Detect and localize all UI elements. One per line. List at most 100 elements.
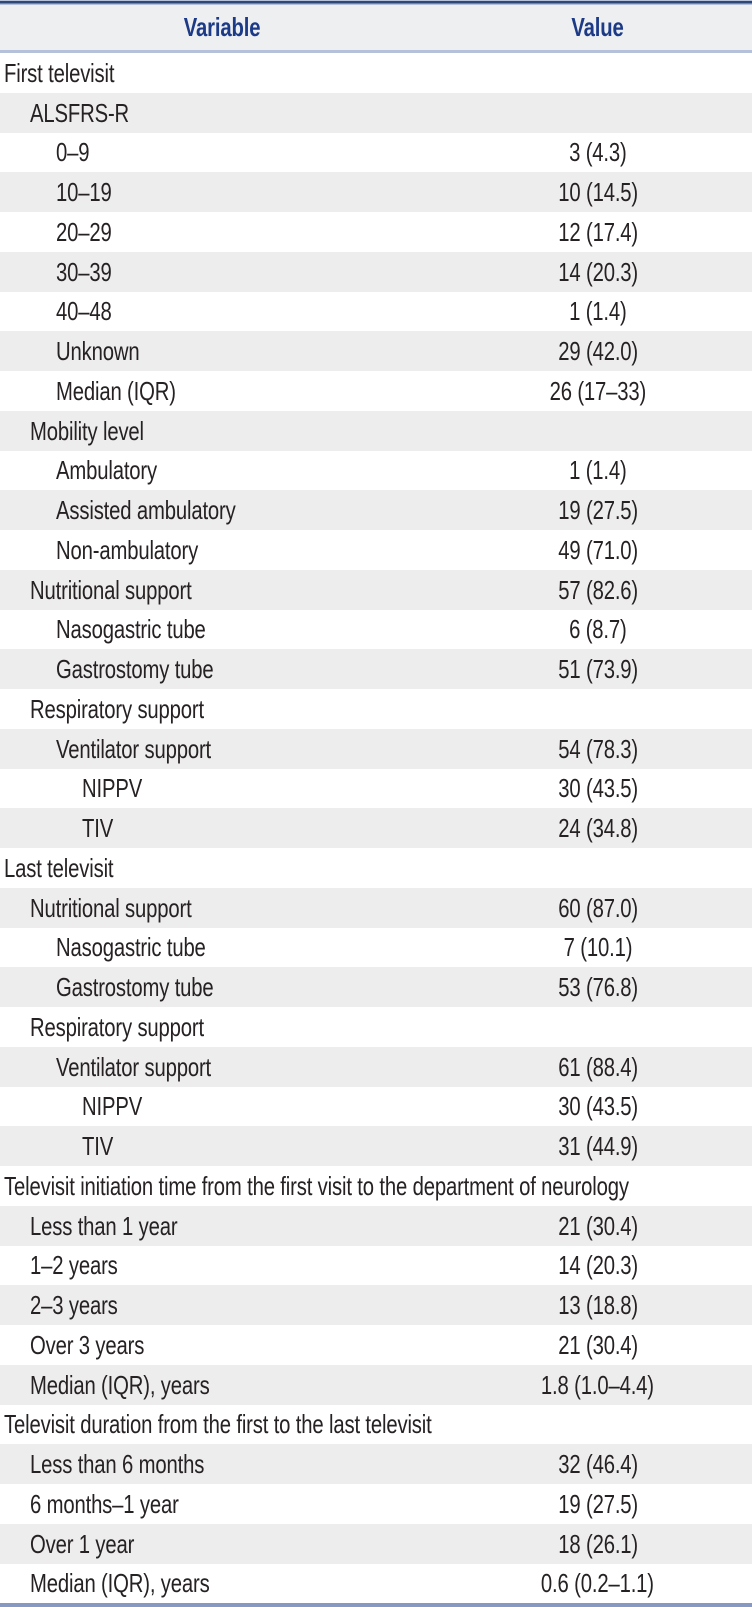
value-cell: 1.8 (1.0–4.4) bbox=[444, 1372, 752, 1398]
value-label: 51 (73.9) bbox=[557, 654, 638, 685]
value-label: 14 (20.3) bbox=[557, 1250, 638, 1281]
value-cell: 6 (8.7) bbox=[444, 616, 752, 642]
variable-label: Mobility level bbox=[30, 415, 144, 446]
column-header-variable-label: Variable bbox=[183, 12, 261, 42]
table-row: 20–29 12 (17.4) bbox=[0, 212, 752, 252]
table-row: Median (IQR), years 0.6 (0.2–1.1) bbox=[0, 1563, 752, 1604]
value-label: 1.8 (1.0–4.4) bbox=[541, 1369, 655, 1400]
value-cell: 30 (43.5) bbox=[444, 775, 752, 801]
table-row: Mobility level bbox=[0, 410, 752, 451]
variable-label: Assisted ambulatory bbox=[56, 495, 236, 526]
variable-cell: TIV bbox=[0, 1133, 444, 1159]
variable-label: Nutritional support bbox=[30, 892, 192, 923]
variable-label: Nasogastric tube bbox=[56, 614, 206, 645]
variable-cell: 6 months–1 year bbox=[0, 1491, 444, 1517]
variable-label: Over 1 year bbox=[30, 1528, 135, 1559]
value-label: 31 (44.9) bbox=[557, 1131, 638, 1162]
table-row: NIPPV 30 (43.5) bbox=[0, 768, 752, 809]
variable-label: TIV bbox=[82, 1131, 114, 1162]
value-label: 21 (30.4) bbox=[557, 1210, 638, 1241]
variable-cell: Gastrostomy tube bbox=[0, 974, 444, 1000]
table-row: Televisit initiation time from the first… bbox=[0, 1166, 752, 1206]
table-row: Respiratory support bbox=[0, 1007, 752, 1047]
table-row: 1–2 years 14 (20.3) bbox=[0, 1245, 752, 1286]
value-cell: 13 (18.8) bbox=[444, 1292, 752, 1318]
value-label: 30 (43.5) bbox=[557, 1091, 638, 1122]
value-cell bbox=[444, 418, 752, 444]
value-label: 19 (27.5) bbox=[557, 495, 638, 526]
value-cell: 26 (17–33) bbox=[444, 378, 752, 404]
variable-cell: Ventilator support bbox=[0, 1054, 444, 1080]
variable-cell: Respiratory support bbox=[0, 1014, 444, 1040]
variable-cell: Nasogastric tube bbox=[0, 616, 444, 642]
table-row: Assisted ambulatory 19 (27.5) bbox=[0, 490, 752, 530]
value-label: 60 (87.0) bbox=[557, 892, 638, 923]
variable-cell: 10–19 bbox=[0, 179, 444, 205]
table-row: Last televisit bbox=[0, 848, 752, 888]
table-row: Nasogastric tube 6 (8.7) bbox=[0, 609, 752, 650]
variable-cell: 20–29 bbox=[0, 219, 444, 245]
value-cell: 31 (44.9) bbox=[444, 1133, 752, 1159]
value-cell: 21 (30.4) bbox=[444, 1332, 752, 1358]
variable-label: 30–39 bbox=[56, 256, 112, 287]
variable-label: 1–2 years bbox=[30, 1250, 118, 1281]
variable-label: Last televisit bbox=[4, 852, 114, 883]
value-cell: 51 (73.9) bbox=[444, 656, 752, 682]
variable-cell: 1–2 years bbox=[0, 1252, 444, 1278]
variable-label: Over 3 years bbox=[30, 1329, 145, 1360]
column-header-variable: Variable bbox=[0, 12, 444, 43]
value-label: 29 (42.0) bbox=[557, 336, 638, 367]
table-row: 2–3 years 13 (18.8) bbox=[0, 1285, 752, 1325]
variable-cell: Less than 1 year bbox=[0, 1213, 444, 1239]
variable-cell: Median (IQR), years bbox=[0, 1570, 444, 1596]
value-cell: 60 (87.0) bbox=[444, 895, 752, 921]
table-row: Less than 1 year 21 (30.4) bbox=[0, 1205, 752, 1246]
value-cell: 1 (1.4) bbox=[444, 457, 752, 483]
table-row: ALSFRS-R bbox=[0, 92, 752, 133]
variable-label: Median (IQR) bbox=[56, 375, 176, 406]
table-row: TIV 31 (44.9) bbox=[0, 1126, 752, 1166]
value-label: 21 (30.4) bbox=[557, 1329, 638, 1360]
value-label: 6 (8.7) bbox=[569, 614, 627, 645]
variable-cell: Televisit initiation time from the first… bbox=[0, 1173, 629, 1199]
value-label: 54 (78.3) bbox=[557, 733, 638, 764]
value-cell: 24 (34.8) bbox=[444, 815, 752, 841]
value-label: 61 (88.4) bbox=[557, 1051, 638, 1082]
variable-label: Ventilator support bbox=[56, 733, 212, 764]
variable-label: Median (IQR), years bbox=[30, 1369, 210, 1400]
variable-label: Nasogastric tube bbox=[56, 932, 206, 963]
variable-cell: Ventilator support bbox=[0, 736, 444, 762]
value-cell bbox=[444, 696, 752, 722]
variable-label: Ambulatory bbox=[56, 455, 158, 486]
variable-label: TIV bbox=[82, 813, 114, 844]
variable-label: 2–3 years bbox=[30, 1290, 118, 1321]
value-cell bbox=[444, 855, 752, 881]
value-label: 18 (26.1) bbox=[557, 1528, 638, 1559]
value-cell: 53 (76.8) bbox=[444, 974, 752, 1000]
table-row: Gastrostomy tube 53 (76.8) bbox=[0, 967, 752, 1007]
variable-cell: Nutritional support bbox=[0, 895, 444, 921]
value-cell: 14 (20.3) bbox=[444, 1252, 752, 1278]
variable-cell: 40–48 bbox=[0, 298, 444, 324]
value-cell bbox=[444, 1014, 752, 1040]
table-row: 6 months–1 year 19 (27.5) bbox=[0, 1484, 752, 1524]
value-label: 3 (4.3) bbox=[569, 137, 627, 168]
variable-cell: 30–39 bbox=[0, 259, 444, 285]
table-row: Ventilator support 61 (88.4) bbox=[0, 1046, 752, 1087]
value-cell: 19 (27.5) bbox=[444, 1491, 752, 1517]
value-label: 30 (43.5) bbox=[557, 773, 638, 804]
table-row: TIV 24 (34.8) bbox=[0, 808, 752, 848]
variable-cell: Median (IQR), years bbox=[0, 1372, 444, 1398]
table-row: Televisit duration from the first to the… bbox=[0, 1404, 752, 1445]
table-row: Less than 6 months 32 (46.4) bbox=[0, 1444, 752, 1484]
variable-label: Respiratory support bbox=[30, 693, 205, 724]
variable-label: First televisit bbox=[4, 57, 115, 88]
table-row: 40–48 1 (1.4) bbox=[0, 291, 752, 332]
value-cell: 10 (14.5) bbox=[444, 179, 752, 205]
value-label: 1 (1.4) bbox=[569, 455, 627, 486]
value-label: 57 (82.6) bbox=[557, 574, 638, 605]
variable-label: Non-ambulatory bbox=[56, 534, 199, 565]
table-row: Non-ambulatory 49 (71.0) bbox=[0, 530, 752, 570]
variable-label: Gastrostomy tube bbox=[56, 654, 214, 685]
